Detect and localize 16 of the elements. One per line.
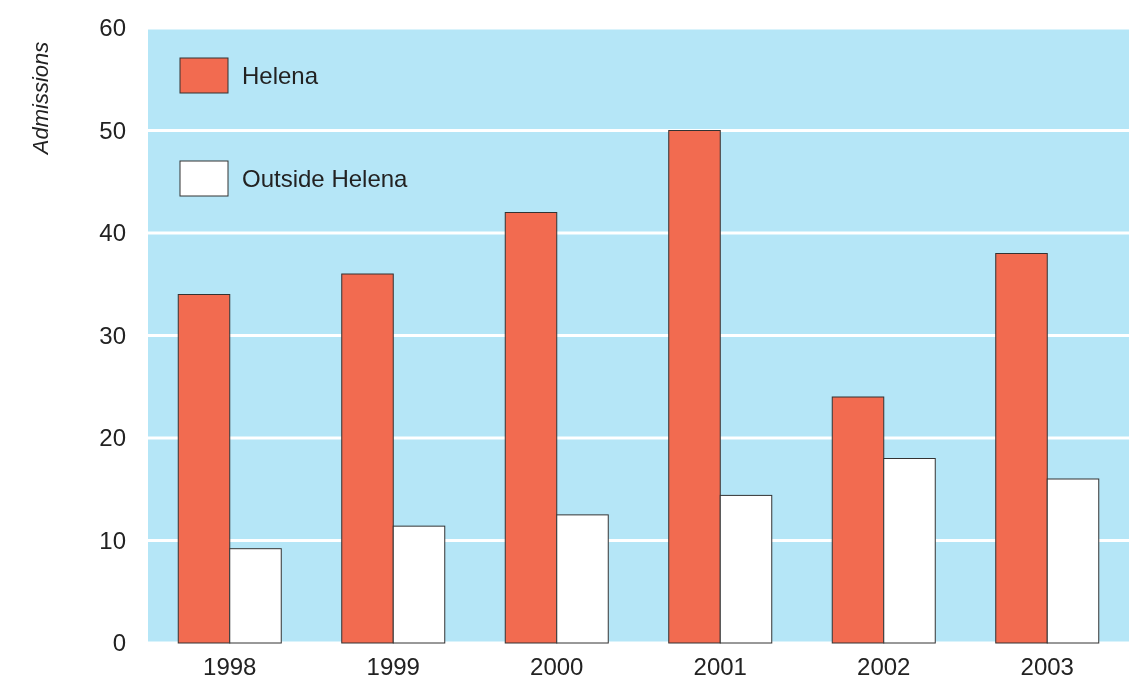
- x-tick-label: 2001: [693, 653, 747, 680]
- x-tick-label: 2000: [530, 653, 584, 680]
- y-tick-label: 10: [99, 526, 126, 554]
- x-tick-label: 2002: [857, 653, 911, 680]
- y-tick-label: 0: [112, 629, 126, 657]
- y-tick-label: 20: [99, 424, 126, 452]
- y-tick-label: 30: [99, 321, 126, 349]
- legend-label: Outside Helena: [242, 165, 409, 193]
- legend-label: Helena: [242, 62, 319, 90]
- x-tick-label: 1999: [366, 653, 420, 680]
- x-tick-label: 2003: [1020, 653, 1074, 680]
- y-tick-label: 60: [99, 14, 126, 42]
- y-tick-label: 40: [99, 219, 126, 247]
- y-tick-label: 50: [99, 116, 126, 144]
- x-tick-label: 1998: [203, 653, 257, 680]
- y-axis-title: Admissions: [28, 41, 53, 157]
